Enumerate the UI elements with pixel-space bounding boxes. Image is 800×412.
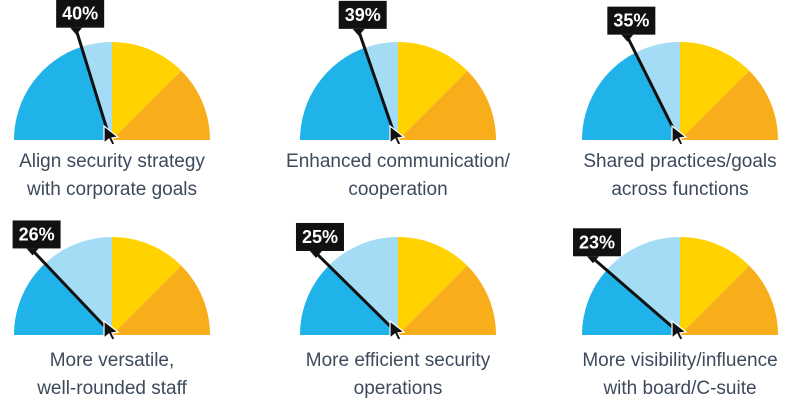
dial-yellow xyxy=(398,237,468,335)
dial-blue-filled xyxy=(300,265,398,335)
value-label-box xyxy=(12,220,61,249)
dial-yellow xyxy=(112,237,182,335)
gauge-2: 39% xyxy=(300,0,496,146)
dial-blue-filled xyxy=(582,52,680,140)
dial-orange xyxy=(398,265,496,335)
caption-line: with corporate goals xyxy=(26,179,198,200)
caption-line: Align security strategy xyxy=(19,151,205,172)
dial-yellow xyxy=(680,42,750,140)
dial-orange xyxy=(680,265,778,335)
value-label-box xyxy=(56,0,105,28)
dial-blue-filled xyxy=(300,47,398,140)
pivot-cursor-icon xyxy=(671,319,688,341)
value-label: 23% xyxy=(579,232,615,252)
value-label-box xyxy=(295,222,344,251)
gauge-5: 25% xyxy=(295,222,496,341)
pivot-cursor-icon xyxy=(671,124,688,146)
value-label: 25% xyxy=(302,227,338,247)
needle xyxy=(314,251,397,333)
caption-line: More visibility/influence xyxy=(582,350,778,371)
dial-orange xyxy=(112,70,210,140)
gauge-caption: More versatile, well-rounded staff xyxy=(0,347,242,403)
dial-orange xyxy=(398,70,496,140)
caption-line: Enhanced communication/ xyxy=(286,151,510,172)
value-label-box xyxy=(338,0,387,29)
pivot-cursor-icon xyxy=(103,319,120,341)
value-label: 26% xyxy=(19,224,55,244)
gauge-caption: Align security strategy with corporate go… xyxy=(0,148,242,204)
gauge-caption: More efficient security operations xyxy=(268,347,528,403)
caption-line: operations xyxy=(353,378,443,399)
needle xyxy=(74,28,111,138)
dial-yellow xyxy=(398,42,468,140)
value-label: 40% xyxy=(62,4,98,24)
caption-line: across functions xyxy=(611,179,749,200)
needle xyxy=(357,29,397,138)
value-label-box xyxy=(607,6,656,35)
gauge-1: 40% xyxy=(14,0,210,146)
caption-line: More versatile, xyxy=(49,350,175,371)
gauge-caption: More visibility/influence with board/C-su… xyxy=(550,347,800,403)
value-label-pointer xyxy=(309,250,322,258)
dial-blue-filled xyxy=(14,263,112,335)
pivot-cursor-icon xyxy=(389,124,406,146)
dial-orange xyxy=(112,265,210,335)
value-label: 35% xyxy=(613,11,649,31)
dial-blue-remainder xyxy=(635,42,680,140)
caption-line: with board/C-suite xyxy=(603,378,757,399)
dial-blue-remainder xyxy=(44,237,112,335)
value-label-box xyxy=(572,228,621,257)
caption-line: More efficient security xyxy=(305,350,491,371)
value-label-pointer xyxy=(352,28,365,36)
pivot-cursor-icon xyxy=(103,124,120,146)
dial-orange xyxy=(680,70,778,140)
value-label: 39% xyxy=(345,5,381,25)
value-label-pointer xyxy=(70,27,83,35)
value-label-pointer xyxy=(26,248,39,256)
value-label-pointer xyxy=(586,256,599,264)
caption-line: Shared practices/goals xyxy=(583,151,777,172)
gauge-6: 23% xyxy=(572,228,778,341)
needle xyxy=(31,248,111,333)
dial-blue-filled xyxy=(582,270,680,335)
needle xyxy=(591,256,679,333)
dial-yellow xyxy=(680,237,750,335)
caption-line: cooperation xyxy=(348,179,448,200)
gauge-caption: Enhanced communication/cooperation xyxy=(268,148,528,204)
gauge-caption: Shared practices/goals across functions xyxy=(550,148,800,204)
gauge-4: 26% xyxy=(12,220,210,341)
gauge-3: 35% xyxy=(582,6,778,146)
needle xyxy=(625,35,679,138)
value-label-pointer xyxy=(621,34,634,42)
pivot-cursor-icon xyxy=(389,319,406,341)
caption-line: well-rounded staff xyxy=(37,378,187,399)
dial-yellow xyxy=(112,42,182,140)
dial-blue-remainder xyxy=(328,237,398,335)
dial-blue-remainder xyxy=(606,237,680,335)
